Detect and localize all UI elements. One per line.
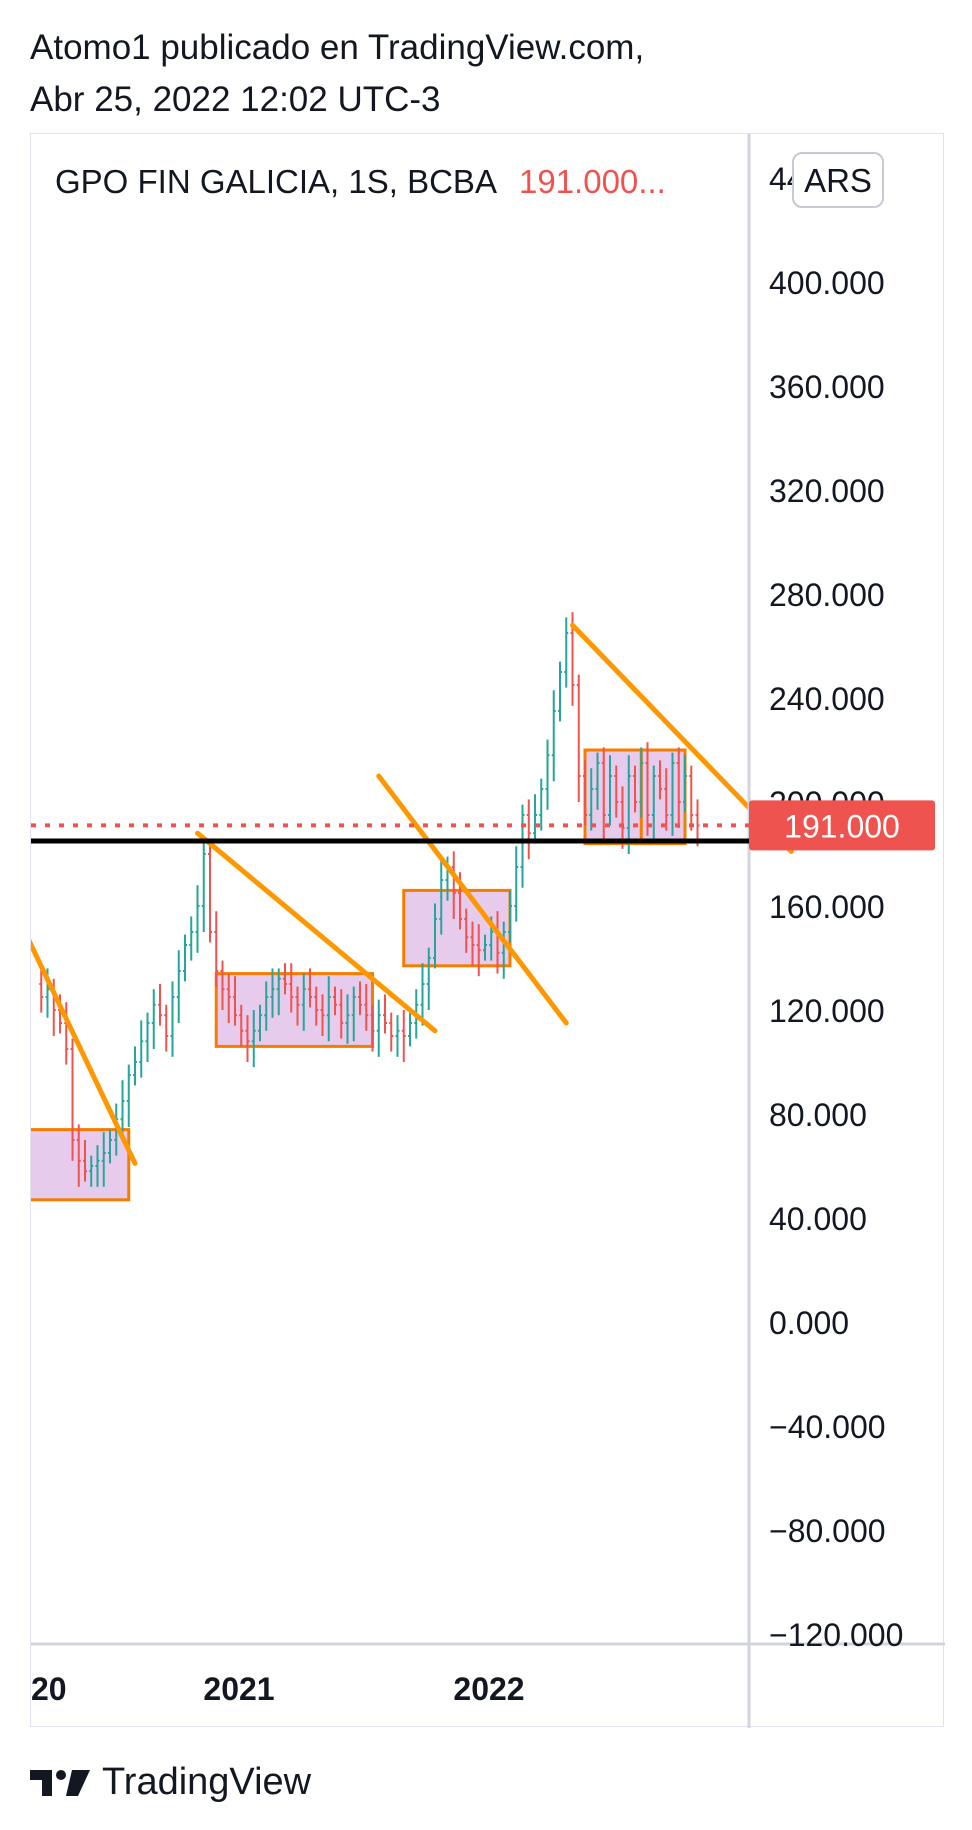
- price-tick-label: 80.000: [769, 1097, 867, 1133]
- last-price-badge-label: 191.000: [784, 808, 900, 844]
- time-tick-label: 20: [31, 1671, 67, 1707]
- chart-frame[interactable]: 440.000400.000360.000320.000280.000240.0…: [30, 133, 945, 1728]
- plot-area[interactable]: [31, 134, 749, 1644]
- trendline-drawing[interactable]: [376, 773, 569, 1026]
- price-tick-label: 160.000: [769, 889, 885, 925]
- chart-canvas[interactable]: 440.000400.000360.000320.000280.000240.0…: [31, 134, 945, 1728]
- price-tick-label: 0.000: [769, 1305, 849, 1341]
- publication-header: Atomo1 publicado en TradingView.com, Abr…: [30, 22, 644, 126]
- currency-button[interactable]: ARS: [792, 152, 884, 208]
- tradingview-logo-icon: [30, 1770, 90, 1796]
- legend-price: 191.000...: [519, 163, 666, 200]
- time-axis: 20 2021 2022: [31, 1671, 525, 1707]
- price-tick-label: −40.000: [769, 1409, 886, 1445]
- price-tick-label: −120.000: [769, 1617, 903, 1653]
- time-tick-label: 2021: [203, 1671, 274, 1707]
- price-tick-label: 40.000: [769, 1201, 867, 1237]
- author-line: Atomo1 publicado en TradingView.com,: [30, 28, 645, 67]
- trendline-drawing[interactable]: [195, 830, 438, 1034]
- trendline-drawing[interactable]: [31, 927, 138, 1166]
- price-tick-label: 240.000: [769, 681, 885, 717]
- price-axis: 440.000400.000360.000320.000280.000240.0…: [769, 161, 903, 1653]
- price-tick-label: 120.000: [769, 993, 885, 1029]
- time-tick-label: 2022: [453, 1671, 524, 1707]
- footer-brand[interactable]: TradingView: [30, 1752, 311, 1812]
- price-tick-label: 360.000: [769, 369, 885, 405]
- last-price-badge: [749, 800, 935, 851]
- price-tick-label: −80.000: [769, 1513, 886, 1549]
- candles: [39, 612, 700, 1187]
- symbol-label: GPO FIN GALICIA, 1S, BCBA: [55, 163, 497, 200]
- price-overlays: 191.000: [31, 800, 935, 851]
- date-line: Abr 25, 2022 12:02 UTC-3: [30, 80, 441, 119]
- brand-name: TradingView: [102, 1760, 312, 1803]
- rectangle-drawing[interactable]: [31, 1128, 131, 1202]
- currency-label[interactable]: ARS: [804, 162, 872, 199]
- price-tick-label: 320.000: [769, 473, 885, 509]
- price-tick-label: 400.000: [769, 265, 885, 301]
- rectangle-drawing[interactable]: [214, 972, 374, 1048]
- price-tick-label: 280.000: [769, 577, 885, 613]
